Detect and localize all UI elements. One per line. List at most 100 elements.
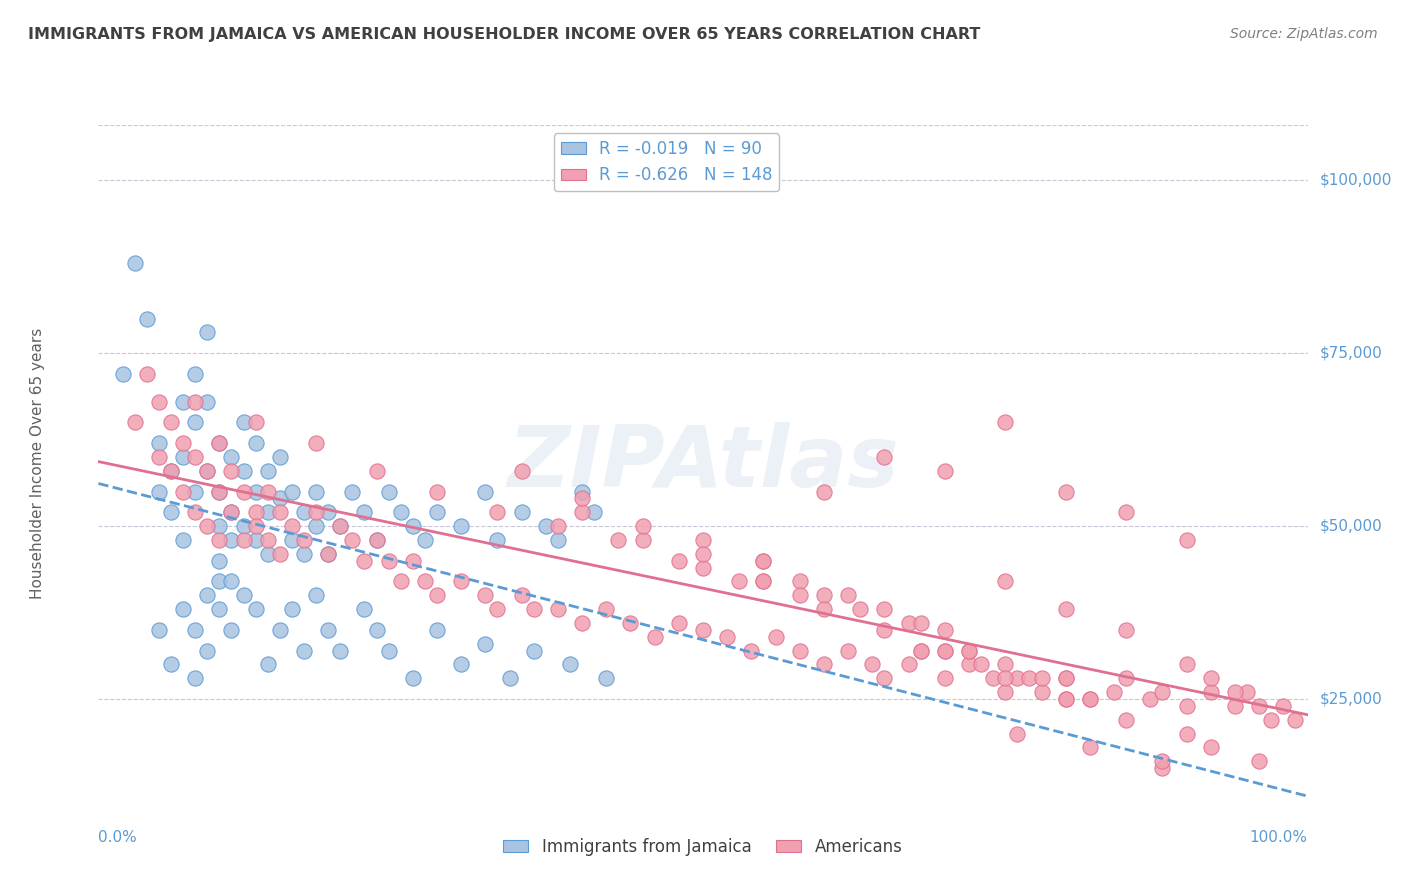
Point	[316, 547, 339, 561]
Point	[402, 554, 425, 568]
Point	[305, 484, 328, 499]
Point	[184, 415, 207, 429]
Point	[208, 574, 231, 589]
Point	[377, 554, 399, 568]
Point	[957, 643, 980, 657]
Point	[221, 623, 243, 637]
Point	[377, 643, 399, 657]
Point	[208, 554, 231, 568]
Point	[837, 588, 859, 602]
Point	[740, 643, 762, 657]
Point	[329, 519, 352, 533]
Point	[353, 505, 375, 519]
Point	[789, 574, 811, 589]
Point	[813, 588, 835, 602]
Point	[571, 484, 593, 499]
Point	[221, 574, 243, 589]
Point	[1152, 754, 1174, 768]
Point	[547, 519, 569, 533]
Point	[172, 533, 194, 547]
Point	[377, 484, 399, 499]
Point	[1199, 671, 1222, 685]
Point	[994, 685, 1017, 699]
Point	[765, 630, 787, 644]
Point	[752, 574, 775, 589]
Point	[413, 533, 436, 547]
Point	[873, 671, 896, 685]
Point	[389, 505, 412, 519]
Point	[450, 574, 472, 589]
Point	[631, 519, 654, 533]
Point	[534, 519, 557, 533]
Text: $25,000: $25,000	[1320, 691, 1382, 706]
Point	[245, 415, 267, 429]
Point	[232, 533, 254, 547]
Point	[148, 394, 170, 409]
Point	[752, 554, 775, 568]
Point	[813, 657, 835, 672]
Point	[329, 519, 352, 533]
Point	[292, 533, 315, 547]
Text: IMMIGRANTS FROM JAMAICA VS AMERICAN HOUSEHOLDER INCOME OVER 65 YEARS CORRELATION: IMMIGRANTS FROM JAMAICA VS AMERICAN HOUS…	[28, 27, 980, 42]
Point	[184, 484, 207, 499]
Point	[208, 533, 231, 547]
Point	[1078, 692, 1101, 706]
Point	[426, 484, 449, 499]
Point	[692, 623, 714, 637]
Point	[1018, 671, 1040, 685]
Point	[208, 484, 231, 499]
Point	[571, 491, 593, 506]
Point	[413, 574, 436, 589]
Point	[208, 436, 231, 450]
Point	[305, 588, 328, 602]
Text: Householder Income Over 65 years: Householder Income Over 65 years	[31, 328, 45, 599]
Text: $100,000: $100,000	[1320, 173, 1392, 187]
Point	[1152, 761, 1174, 775]
Point	[934, 671, 956, 685]
Point	[148, 623, 170, 637]
Point	[474, 484, 496, 499]
Point	[1199, 685, 1222, 699]
Point	[571, 615, 593, 630]
Point	[897, 615, 920, 630]
Point	[184, 394, 207, 409]
Point	[994, 415, 1017, 429]
Point	[498, 671, 520, 685]
Point	[292, 547, 315, 561]
Point	[172, 394, 194, 409]
Point	[256, 533, 278, 547]
Point	[269, 505, 291, 519]
Point	[583, 505, 606, 519]
Point	[184, 671, 207, 685]
Point	[160, 415, 183, 429]
Point	[728, 574, 751, 589]
Point	[873, 450, 896, 464]
Point	[837, 643, 859, 657]
Point	[148, 436, 170, 450]
Point	[957, 657, 980, 672]
Point	[148, 450, 170, 464]
Point	[547, 602, 569, 616]
Point	[1078, 740, 1101, 755]
Point	[256, 657, 278, 672]
Point	[316, 547, 339, 561]
Text: 0.0%: 0.0%	[98, 830, 138, 845]
Point	[450, 657, 472, 672]
Point	[232, 415, 254, 429]
Point	[135, 311, 157, 326]
Point	[1054, 602, 1077, 616]
Point	[668, 615, 690, 630]
Point	[208, 602, 231, 616]
Text: ZIPAtlas: ZIPAtlas	[508, 422, 898, 506]
Point	[1115, 713, 1137, 727]
Point	[281, 484, 304, 499]
Point	[269, 623, 291, 637]
Point	[934, 643, 956, 657]
Point	[1249, 698, 1271, 713]
Point	[752, 554, 775, 568]
Point	[547, 533, 569, 547]
Point	[910, 643, 932, 657]
Point	[208, 484, 231, 499]
Point	[813, 484, 835, 499]
Point	[195, 326, 218, 340]
